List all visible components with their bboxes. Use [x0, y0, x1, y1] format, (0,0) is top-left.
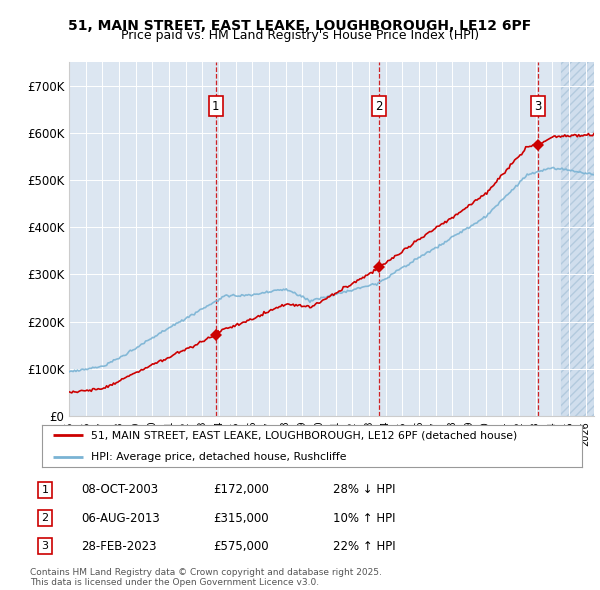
- Text: 3: 3: [41, 542, 49, 551]
- Text: £315,000: £315,000: [213, 512, 269, 525]
- Text: 2: 2: [375, 100, 383, 113]
- Bar: [560, 62, 594, 416]
- Text: 10% ↑ HPI: 10% ↑ HPI: [333, 512, 395, 525]
- Text: 08-OCT-2003: 08-OCT-2003: [81, 483, 158, 496]
- Bar: [560, 62, 594, 416]
- Text: £575,000: £575,000: [213, 540, 269, 553]
- Text: 1: 1: [212, 100, 220, 113]
- Text: 51, MAIN STREET, EAST LEAKE, LOUGHBOROUGH, LE12 6PF (detached house): 51, MAIN STREET, EAST LEAKE, LOUGHBOROUG…: [91, 431, 517, 440]
- Text: £172,000: £172,000: [213, 483, 269, 496]
- Text: Contains HM Land Registry data © Crown copyright and database right 2025.
This d: Contains HM Land Registry data © Crown c…: [30, 568, 382, 587]
- Text: Price paid vs. HM Land Registry's House Price Index (HPI): Price paid vs. HM Land Registry's House …: [121, 30, 479, 42]
- Text: 51, MAIN STREET, EAST LEAKE, LOUGHBOROUGH, LE12 6PF: 51, MAIN STREET, EAST LEAKE, LOUGHBOROUG…: [68, 19, 532, 33]
- Text: 1: 1: [41, 485, 49, 494]
- Text: 3: 3: [535, 100, 542, 113]
- Text: 22% ↑ HPI: 22% ↑ HPI: [333, 540, 395, 553]
- Text: 28% ↓ HPI: 28% ↓ HPI: [333, 483, 395, 496]
- Text: HPI: Average price, detached house, Rushcliffe: HPI: Average price, detached house, Rush…: [91, 452, 346, 461]
- Text: 06-AUG-2013: 06-AUG-2013: [81, 512, 160, 525]
- Text: 28-FEB-2023: 28-FEB-2023: [81, 540, 157, 553]
- Text: 2: 2: [41, 513, 49, 523]
